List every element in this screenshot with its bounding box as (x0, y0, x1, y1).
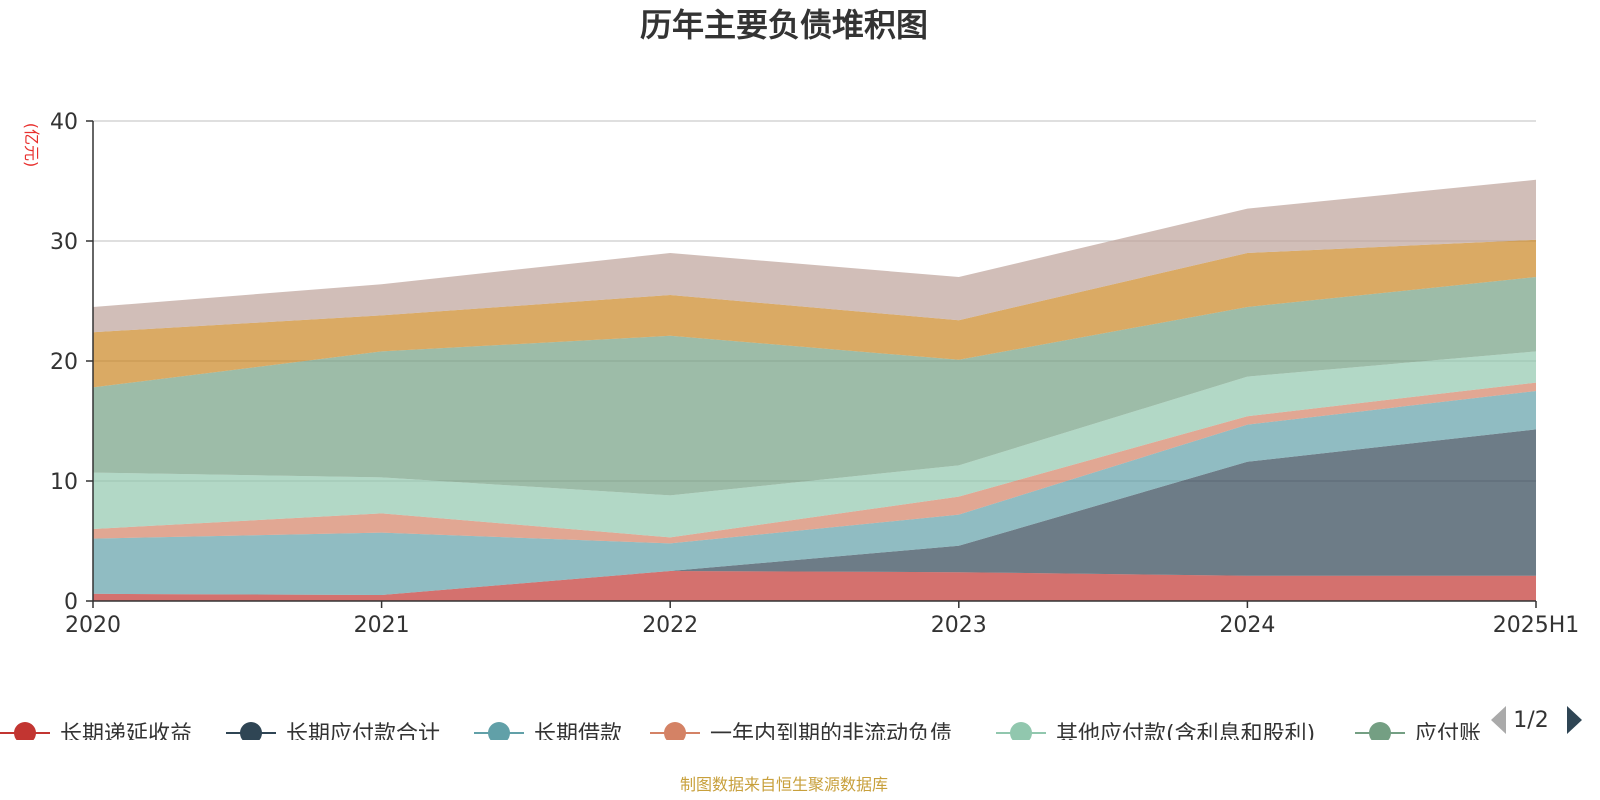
legend-item-4[interactable]: 其他应付款(含利息和股利) (996, 722, 1315, 747)
area-series-2 (93, 391, 1536, 595)
y-tick-label-0: 0 (64, 590, 78, 615)
legend-page-indicator: 1/2 (1513, 708, 1548, 733)
area-series-5 (93, 277, 1536, 496)
legend: 长期递延收益 长期应付款合计 长期借款 一年内到期的非流动负债 其他应付款(含利息和股利… (0, 722, 1481, 747)
legend-item-3[interactable]: 一年内到期的非流动负债 (650, 722, 952, 747)
y-tick-label-3: 30 (50, 230, 78, 255)
legend-marker-1 (240, 722, 262, 740)
legend-item-1[interactable]: 长期应付款合计 (226, 722, 440, 747)
legend-label-0: 长期递延收益 (60, 722, 192, 747)
axes: 0 10 20 30 40 2020 2021 2022 2023 2024 2025H1 (50, 110, 1579, 638)
x-tick-label-5: 2025H1 (1493, 613, 1580, 638)
x-tick-label-4: 2024 (1219, 613, 1275, 638)
legend-label-2: 长期借款 (534, 722, 622, 747)
legend-marker-5 (1369, 722, 1391, 740)
area-series-7 (93, 179, 1536, 333)
area-series-0 (93, 571, 1536, 601)
y-tick-label-2: 20 (50, 350, 78, 375)
area-series-3 (93, 382, 1536, 544)
area-series-6 (93, 239, 1536, 388)
legend-label-5: 应付账 (1415, 722, 1481, 747)
legend-next-arrow-icon[interactable] (1567, 706, 1582, 734)
x-tick-label-0: 2020 (65, 613, 121, 638)
data-source-note: 制图数据来自恒生聚源数据库 (680, 775, 888, 794)
x-tick-label-1: 2021 (354, 613, 410, 638)
x-tick-label-3: 2023 (931, 613, 987, 638)
legend-label-4: 其他应付款(含利息和股利) (1056, 722, 1315, 747)
x-tick-label-2: 2022 (642, 613, 698, 638)
legend-prev-arrow-icon[interactable] (1491, 706, 1506, 734)
legend-label-1: 长期应付款合计 (286, 722, 440, 747)
chart-title: 历年主要负债堆积图 (640, 6, 928, 44)
legend-marker-2 (488, 722, 510, 740)
legend-item-5[interactable]: 应付账 (1355, 722, 1481, 747)
y-axis-unit: (亿元) (22, 123, 41, 168)
legend-marker-4 (1010, 722, 1032, 740)
legend-marker-0 (14, 722, 36, 740)
legend-marker-3 (664, 722, 686, 740)
legend-item-2[interactable]: 长期借款 (474, 722, 622, 747)
y-tick-label-4: 40 (50, 110, 78, 135)
area-series-4 (93, 351, 1536, 538)
legend-items: 长期递延收益 长期应付款合计 长期借款 一年内到期的非流动负债 其他应付款(含利息和股利… (0, 722, 1481, 747)
legend-pager: 1/2 (1491, 706, 1582, 734)
area-layers (93, 179, 1536, 601)
legend-label-3: 一年内到期的非流动负债 (710, 722, 952, 747)
area-series-1 (93, 429, 1536, 595)
legend-item-0[interactable]: 长期递延收益 (0, 722, 192, 747)
y-tick-label-1: 10 (50, 470, 78, 495)
